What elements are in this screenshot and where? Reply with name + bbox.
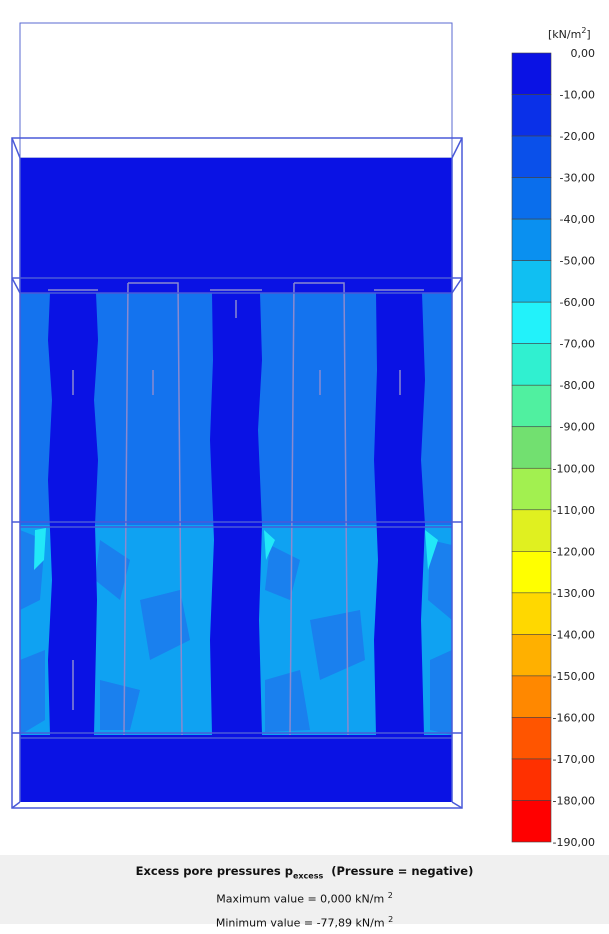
caption-title: Excess pore pressures pexcess (Pressure … — [0, 861, 609, 886]
legend-label: -160,00 — [553, 711, 595, 724]
light-patches — [34, 528, 438, 570]
legend-label: -130,00 — [553, 587, 595, 600]
legend-band — [511, 94, 552, 137]
legend-label: -140,00 — [553, 628, 595, 641]
legend-label: -100,00 — [553, 462, 595, 475]
legend-band — [511, 218, 552, 261]
title-rest: (Pressure = negative) — [331, 864, 474, 878]
min-text: Minimum value = -77,89 kN/m — [215, 916, 385, 930]
legend-label: -80,00 — [560, 379, 595, 392]
legend-label: -90,00 — [560, 421, 595, 434]
title-main: Excess pore pressures p — [135, 864, 293, 878]
legend-label: -150,00 — [553, 670, 595, 683]
legend: [kN/m2] 0,00 -10,00 -20,00 -30,00 -40,00 -50,… — [511, 26, 596, 849]
legend-band — [511, 52, 552, 95]
max-value: Maximum value = 0,000 kN/m 2 — [0, 886, 609, 910]
legend-label: -170,00 — [553, 753, 595, 766]
columns — [48, 293, 425, 735]
legend-band — [511, 675, 552, 718]
caption: Excess pore pressures pexcess (Pressure … — [0, 855, 609, 930]
unit-text: [kN/m — [548, 28, 581, 41]
legend-label: 0,00 — [571, 47, 596, 60]
legend-band — [511, 384, 552, 428]
plot-view: [kN/m2] 0,00 -10,00 -20,00 -30,00 -40,00 -50,… — [11, 22, 596, 849]
legend-label: -60,00 — [560, 296, 595, 309]
legend-label: -10,00 — [560, 89, 595, 102]
bottom-layer — [20, 735, 452, 802]
legend-band — [511, 135, 552, 178]
frame — [11, 137, 463, 809]
legend-label: -50,00 — [560, 255, 595, 268]
legend-band — [511, 717, 552, 760]
title-sub: excess — [292, 871, 324, 881]
legend-band — [511, 260, 552, 303]
legend-band — [511, 343, 552, 386]
top-layer — [20, 158, 452, 293]
legend-band — [511, 426, 552, 469]
legend-band — [511, 758, 552, 801]
legend-band — [511, 177, 552, 220]
legend-label: -120,00 — [553, 545, 595, 558]
legend-label: -180,00 — [553, 794, 595, 807]
legend-band — [511, 634, 552, 677]
column-outlines — [48, 282, 424, 736]
legend-unit: [kN/m2] — [548, 26, 591, 41]
legend-band — [511, 551, 552, 594]
legend-label: -40,00 — [560, 213, 595, 226]
legend-label: -20,00 — [560, 130, 595, 143]
max-text: Maximum value = 0,000 kN/m — [216, 892, 385, 906]
legend-label: -110,00 — [553, 504, 595, 517]
legend-band — [511, 301, 552, 344]
legend-band — [511, 467, 552, 511]
min-value: Minimum value = -77,89 kN/m 2 — [0, 910, 609, 934]
legend-label: -70,00 — [560, 338, 595, 351]
model — [11, 22, 463, 809]
legend-label: -190,00 — [553, 836, 595, 849]
max-sup: 2 — [387, 891, 393, 901]
min-sup: 2 — [388, 914, 394, 924]
legend-band — [511, 800, 552, 843]
legend-band — [511, 592, 552, 635]
unit-close: ] — [586, 28, 590, 41]
legend-band — [511, 509, 552, 552]
legend-label: -30,00 — [560, 172, 595, 185]
unit-sup: 2 — [581, 26, 586, 35]
